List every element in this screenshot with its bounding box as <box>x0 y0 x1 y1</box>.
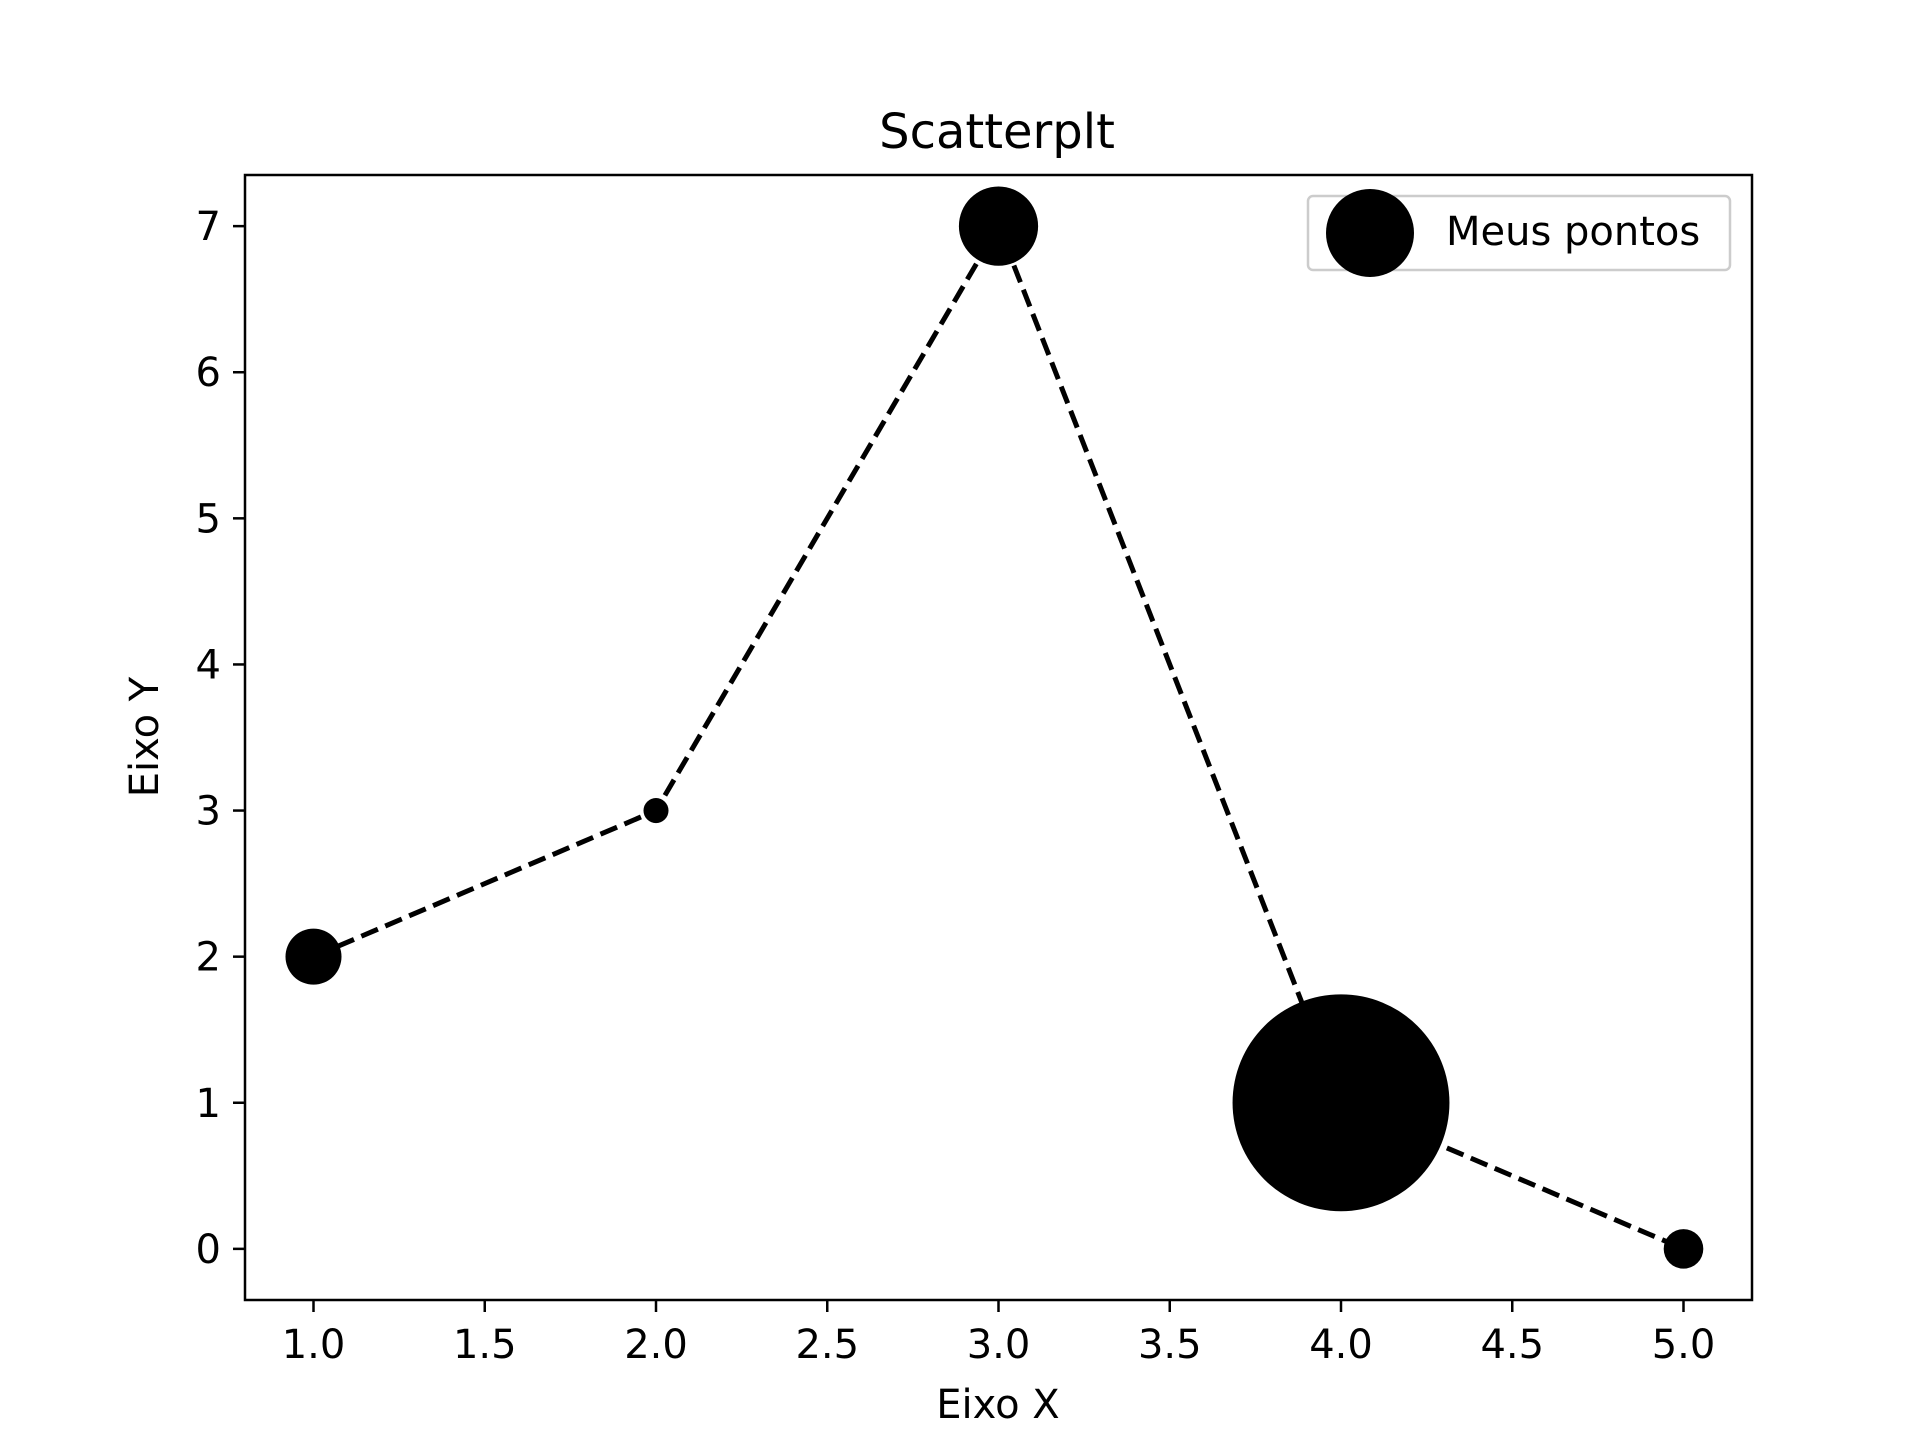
x-tick-label: 3.0 <box>967 1322 1031 1368</box>
legend-box <box>1306 194 1732 272</box>
x-tick-label: 4.0 <box>1309 1322 1373 1368</box>
x-tick-label: 5.0 <box>1652 1322 1716 1368</box>
data-point <box>643 798 669 824</box>
x-tick-label: 3.5 <box>1138 1322 1202 1368</box>
data-point <box>958 186 1039 266</box>
x-tick-label: 2.0 <box>624 1322 688 1368</box>
x-tick-label: 2.5 <box>795 1322 859 1368</box>
y-tick-label: 7 <box>196 204 221 250</box>
legend-marker <box>1326 189 1414 277</box>
y-tick-label: 0 <box>196 1227 221 1273</box>
chart-title: Scatterplt <box>879 104 1115 160</box>
x-tick-label: 1.0 <box>282 1322 346 1368</box>
legend-label: Meus pontos <box>1446 209 1700 255</box>
y-axis-ticks: 0 1 2 3 4 5 6 7 <box>196 204 245 1273</box>
y-tick-label: 4 <box>196 642 221 688</box>
plot-frame <box>243 173 1754 1302</box>
data-point <box>1232 994 1450 1212</box>
y-axis-label: Eixo Y <box>122 676 168 797</box>
x-tick-label: 1.5 <box>453 1322 517 1368</box>
x-tick-label: 4.5 <box>1480 1322 1544 1368</box>
y-tick-label: 2 <box>196 935 221 981</box>
y-tick-label: 1 <box>196 1081 221 1127</box>
y-tick-label: 3 <box>196 789 221 835</box>
y-tick-label: 5 <box>196 496 221 542</box>
legend: Meus pontos <box>1306 189 1732 277</box>
scatter-points-layer <box>285 186 1704 1269</box>
data-point <box>285 928 342 985</box>
x-axis-label: Eixo X <box>936 1382 1059 1428</box>
y-tick-label: 6 <box>196 350 221 396</box>
data-point <box>1663 1229 1704 1269</box>
x-axis-ticks: 1.0 1.5 2.0 2.5 3.0 3.5 4.0 4.5 5.0 <box>282 1300 1716 1368</box>
